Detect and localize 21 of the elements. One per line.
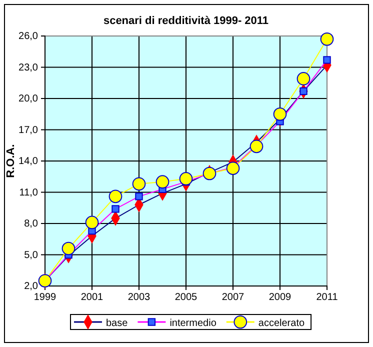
x-tick-label: 2007 xyxy=(222,292,245,304)
x-tick-label: 2009 xyxy=(268,292,292,304)
y-tick-label: 23,0 xyxy=(18,62,38,74)
legend-label: intermedio xyxy=(170,318,217,329)
y-tick-label: 20,0 xyxy=(18,94,38,105)
y-tick-label: 11,0 xyxy=(19,187,38,198)
x-tick-label: 2003 xyxy=(128,292,151,304)
y-tick-label: 26,0 xyxy=(18,31,38,42)
y-axis-title: R.O.A. xyxy=(5,144,17,178)
y-tick-label: 17,0 xyxy=(18,124,38,136)
x-tick-label: 1999 xyxy=(34,292,57,304)
legend-label: accelerato xyxy=(258,318,305,329)
x-tick-label: 2005 xyxy=(174,292,198,304)
chart-title: scenari di redditività 1999- 2011 xyxy=(103,15,269,27)
y-tick-label: 2,0 xyxy=(24,281,38,292)
y-tick-label: 5,0 xyxy=(24,250,38,261)
y-tick-label: 14,0 xyxy=(18,156,38,168)
x-tick-label: 2001 xyxy=(80,292,104,304)
legend-label: base xyxy=(106,318,128,329)
x-tick-label: 2011 xyxy=(316,292,338,304)
y-tick-label: 8,0 xyxy=(24,218,38,230)
